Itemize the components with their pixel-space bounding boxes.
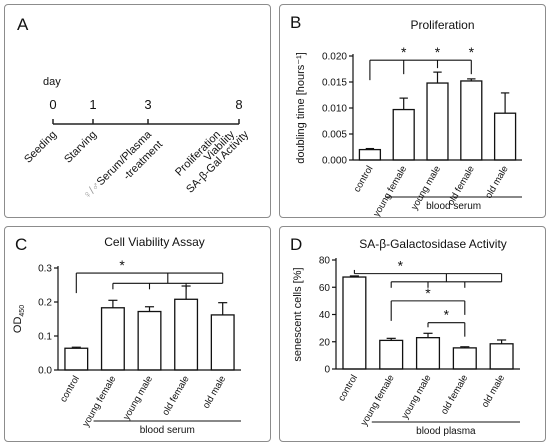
x-tick-label: old female (439, 373, 470, 416)
y-tick-label: 0.3 (38, 264, 52, 275)
bar (415, 337, 441, 370)
bar (137, 310, 162, 371)
timeline-day-8: 8 (235, 97, 242, 112)
chart-title: Proliferation (410, 18, 474, 32)
panel-letter-a: A (17, 15, 29, 34)
group-label: blood plasma (416, 426, 476, 437)
bar (174, 298, 199, 371)
bar (358, 148, 382, 161)
y-tick-label: 0.1 (38, 332, 52, 343)
y-axis-label-text: doubling time [hours⁻¹] (295, 52, 307, 164)
bar (460, 80, 483, 161)
x-tick-label: old male (480, 373, 507, 410)
panel-a: A day 0 1 3 8 Seeding Starving ♀/♂Serum/… (4, 4, 271, 218)
significance-star: * (469, 44, 475, 60)
y-tick-label: 0.005 (322, 130, 347, 141)
x-tick-label: young male (121, 374, 155, 422)
bar (489, 343, 514, 370)
event-starving: Starving (62, 129, 99, 166)
chart-senescence: SA-β-Galactosidase Activity senescent cel… (292, 237, 520, 437)
y-tick-label: 60 (319, 283, 331, 294)
x-tick-label: control (336, 373, 360, 403)
y-tick-label: 40 (319, 310, 331, 321)
bar (379, 339, 404, 370)
timeline-diagram: day 0 1 3 8 Seeding Starving ♀/♂Serum/Pl… (22, 76, 251, 202)
significance-star: * (119, 257, 125, 273)
bar (452, 347, 477, 370)
y-tick-label: 0.010 (322, 104, 347, 115)
y-axis-label: OD450 (12, 305, 26, 333)
significance-star: * (444, 307, 450, 323)
bar (342, 276, 367, 370)
y-axis-label-text: senescent cells [%] (292, 267, 304, 361)
y-tick-label: 0.015 (322, 78, 347, 89)
x-tick-label: control (58, 374, 82, 404)
panel-c: C Cell Viability Assay OD450 0.0 0.1 0.2 0.3 c… (4, 226, 271, 442)
timeline-day-1: 1 (89, 97, 96, 112)
y-tick-label: 80 (319, 256, 331, 267)
y-tick-label: 0.000 (322, 156, 347, 167)
bar (100, 307, 125, 371)
panel-letter-d: D (290, 235, 303, 254)
bar (210, 314, 235, 371)
bar (426, 82, 449, 161)
y-axis-label: senescent cells [%] (292, 267, 304, 361)
y-tick-label: 0.020 (322, 52, 347, 63)
panel-d: D SA-β-Galactosidase Activity senescent c… (279, 226, 546, 442)
significance-star: * (425, 285, 431, 301)
x-tick-label: young female (359, 373, 397, 428)
y-axis-label-text: OD (12, 317, 24, 334)
chart-title: SA-β-Galactosidase Activity (359, 237, 507, 251)
y-tick-label: 0.2 (38, 298, 52, 309)
x-tick-label: young female (371, 164, 409, 217)
x-tick-label: old male (483, 164, 510, 201)
bar (392, 108, 415, 161)
group-label: blood serum (426, 201, 481, 212)
y-axis-label-subscript: 450 (19, 305, 26, 317)
significance-star: * (401, 44, 407, 60)
panel-letter-b: B (290, 13, 302, 32)
x-tick-label: control (352, 164, 376, 194)
chart-cell-viability: Cell Viability Assay OD450 0.0 0.1 0.2 0.3 con… (12, 235, 241, 436)
y-tick-label: 20 (319, 337, 331, 348)
chart-proliferation: Proliferation doubling time [hours⁻¹] 0.00… (295, 18, 522, 217)
bar (493, 112, 517, 161)
timeline-day-label: day (43, 76, 61, 88)
x-tick-label: young male (400, 373, 434, 421)
significance-star: * (435, 44, 441, 60)
panel-letter-c: C (15, 235, 28, 254)
x-tick-label: old male (201, 374, 228, 411)
y-tick-label: 0.0 (38, 366, 52, 377)
panel-b: B Proliferation doubling time [hours⁻¹] 0.… (279, 4, 546, 218)
timeline-day-0: 0 (49, 97, 56, 112)
y-axis-label: doubling time [hours⁻¹] (295, 52, 307, 164)
timeline-day-3: 3 (144, 97, 151, 112)
x-tick-label: old female (160, 374, 191, 417)
y-tick-label: 0 (324, 365, 330, 376)
significance-star: * (398, 258, 404, 274)
event-seeding: Seeding (22, 129, 59, 166)
group-label: blood serum (140, 425, 195, 436)
bar (64, 347, 89, 371)
chart-title: Cell Viability Assay (104, 235, 205, 249)
